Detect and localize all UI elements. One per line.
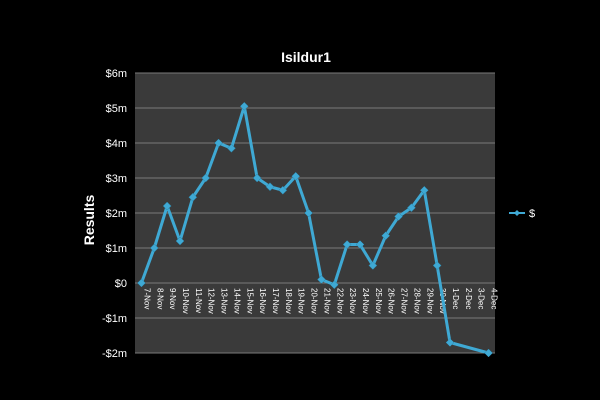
- x-tick-label: 8-Nov: [155, 288, 164, 309]
- data-point: [214, 138, 223, 148]
- y-tick-label: -$1m: [102, 313, 127, 325]
- x-tick-label: 13-Nov: [220, 288, 229, 314]
- x-tick-label: 2-Dec: [464, 288, 473, 309]
- data-point: [419, 185, 429, 195]
- x-tick-label: 27-Nov: [400, 288, 409, 314]
- y-tick-label: $3m: [106, 173, 127, 185]
- chart-title: Isildur1: [281, 49, 331, 65]
- y-tick-label: $5m: [106, 103, 127, 115]
- x-tick-label: 29-Nov: [425, 288, 434, 314]
- data-point: [407, 203, 416, 213]
- data-point: [175, 236, 185, 246]
- data-point: [317, 275, 326, 284]
- series-layer: [137, 101, 493, 358]
- data-point: [137, 278, 146, 288]
- x-tick-label: 3-Dec: [477, 288, 486, 309]
- x-tick-label: 4-Dec: [490, 288, 499, 309]
- data-point: [484, 348, 493, 358]
- x-tick-label: 24-Nov: [361, 288, 370, 314]
- data-point: [432, 261, 442, 270]
- x-tick-label: 21-Nov: [322, 288, 331, 314]
- x-tick-label: 9-Nov: [168, 288, 177, 309]
- x-tick-label: 11-Nov: [194, 288, 203, 313]
- x-tick-label: 16-Nov: [258, 288, 267, 314]
- x-tick-label: 17-Nov: [271, 288, 280, 314]
- y-tick-label: $1m: [106, 243, 127, 255]
- data-point: [252, 173, 262, 183]
- x-tick-label: 1-Dec: [451, 288, 460, 309]
- data-point: [201, 173, 211, 183]
- x-tick-label: 28-Nov: [412, 288, 421, 314]
- x-tick-label: 10-Nov: [181, 288, 190, 314]
- x-tick-label: 20-Nov: [310, 288, 319, 314]
- y-axis-ticks: -$2m -$1m $0 $1m $2m $3m $4m $5m $6m: [102, 68, 127, 360]
- data-point: [239, 101, 249, 111]
- data-point: [304, 208, 313, 218]
- data-point: [278, 185, 288, 195]
- x-tick-label: 22-Nov: [335, 288, 344, 314]
- data-point: [342, 240, 352, 249]
- data-point: [188, 192, 198, 202]
- x-tick-label: 25-Nov: [374, 288, 383, 314]
- data-point: [162, 201, 172, 211]
- legend-label: $: [529, 208, 535, 220]
- data-point: [227, 143, 236, 153]
- data-point: [445, 338, 455, 347]
- x-tick-label: 12-Nov: [207, 288, 216, 314]
- y-axis-label: Results: [81, 195, 97, 246]
- x-tick-label: 14-Nov: [232, 288, 241, 314]
- y-tick-label: -$2m: [102, 348, 127, 360]
- y-tick-label: $0: [115, 278, 127, 290]
- legend: $: [509, 208, 535, 220]
- x-tick-label: 18-Nov: [284, 288, 293, 314]
- data-point: [381, 231, 391, 241]
- data-point: [149, 243, 159, 253]
- legend-marker: [514, 210, 520, 216]
- data-point: [355, 240, 365, 249]
- x-tick-label: 26-Nov: [387, 288, 396, 314]
- data-point: [394, 212, 403, 221]
- x-tick-label: 23-Nov: [348, 288, 357, 314]
- x-tick-label: 19-Nov: [297, 288, 306, 314]
- data-point: [291, 171, 301, 181]
- x-tick-label: 15-Nov: [245, 288, 254, 314]
- data-point: [368, 261, 378, 270]
- y-tick-label: $4m: [106, 138, 127, 150]
- y-tick-label: $2m: [106, 208, 127, 220]
- x-tick-label: 7-Nov: [142, 288, 151, 309]
- data-point: [265, 182, 275, 192]
- data-point: [329, 280, 339, 290]
- y-tick-label: $6m: [106, 68, 127, 80]
